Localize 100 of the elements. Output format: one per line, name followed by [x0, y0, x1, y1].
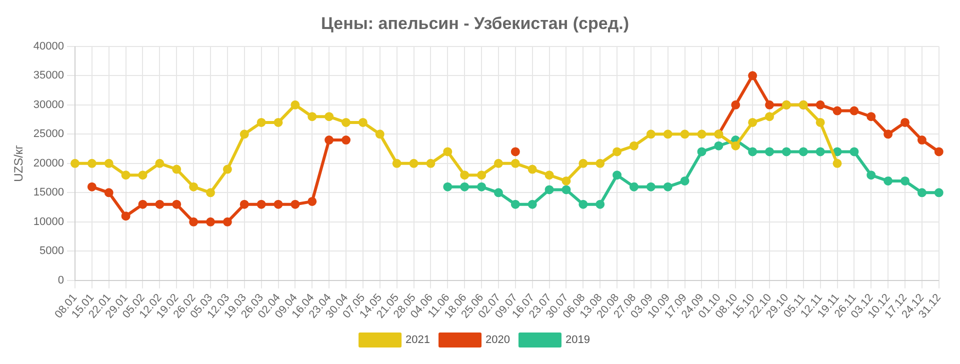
- legend-label: 2021: [406, 334, 430, 346]
- point: [646, 130, 656, 139]
- point: [782, 147, 791, 156]
- point: [324, 136, 334, 145]
- point: [596, 200, 605, 209]
- point: [155, 200, 164, 209]
- point: [748, 71, 758, 80]
- point: [342, 136, 351, 145]
- point: [816, 118, 825, 127]
- point: [477, 170, 486, 180]
- point: [308, 112, 317, 122]
- point: [494, 188, 503, 198]
- point: [680, 130, 690, 139]
- point: [562, 176, 571, 186]
- point: [596, 158, 605, 168]
- point: [612, 170, 622, 180]
- point: [900, 176, 910, 186]
- point: [680, 176, 690, 186]
- point: [206, 217, 215, 226]
- point: [578, 200, 588, 209]
- point: [409, 158, 418, 168]
- y-tick-label: 35000: [33, 70, 64, 82]
- point: [104, 188, 114, 198]
- point: [206, 188, 215, 198]
- point: [87, 182, 96, 192]
- point: [222, 164, 232, 174]
- point: [358, 118, 368, 127]
- y-axis-title: UZS/кг: [12, 144, 26, 182]
- point: [443, 147, 452, 156]
- point: [748, 118, 758, 127]
- point: [256, 118, 266, 127]
- point: [850, 106, 859, 116]
- point: [240, 130, 249, 139]
- point: [477, 182, 486, 192]
- point: [172, 200, 182, 209]
- point: [172, 164, 182, 174]
- y-tick-label: 40000: [33, 40, 64, 52]
- point: [324, 112, 334, 122]
- point: [510, 200, 520, 209]
- point: [612, 147, 622, 156]
- point: [816, 147, 825, 156]
- point: [629, 141, 638, 150]
- point: [646, 182, 656, 192]
- point: [731, 100, 740, 110]
- point: [663, 130, 672, 139]
- point: [274, 118, 283, 127]
- point: [460, 170, 470, 180]
- point: [290, 200, 300, 209]
- y-tick-label: 30000: [33, 98, 64, 111]
- point: [917, 188, 926, 198]
- point: [832, 147, 842, 156]
- chart-title: Цены: апельсин - Узбекистан (сред.): [321, 14, 629, 33]
- point: [342, 118, 351, 127]
- point: [155, 158, 164, 168]
- point: [104, 158, 114, 168]
- point: [222, 217, 232, 226]
- y-tick-label: 5000: [40, 245, 64, 258]
- point: [121, 212, 130, 221]
- point: [544, 170, 554, 180]
- point: [714, 141, 724, 150]
- y-tick-label: 0: [58, 274, 64, 286]
- point: [798, 147, 808, 156]
- point: [663, 182, 672, 192]
- point: [189, 217, 198, 226]
- point: [290, 100, 300, 110]
- point: [764, 100, 774, 110]
- point: [884, 176, 893, 186]
- point: [240, 200, 249, 209]
- point: [138, 200, 148, 209]
- point: [562, 185, 571, 194]
- point: [850, 147, 859, 156]
- point: [731, 141, 740, 150]
- point: [544, 185, 554, 194]
- point: [866, 170, 876, 180]
- point: [426, 158, 436, 168]
- point: [87, 158, 96, 168]
- point: [697, 147, 706, 156]
- point: [494, 158, 503, 168]
- y-tick-label: 25000: [33, 128, 64, 140]
- point: [832, 106, 842, 116]
- point: [697, 130, 706, 139]
- point: [274, 200, 283, 209]
- point: [934, 188, 944, 198]
- point: [392, 158, 402, 168]
- point: [189, 182, 198, 192]
- point: [934, 147, 944, 156]
- point: [70, 158, 80, 168]
- point: [629, 182, 638, 192]
- point: [528, 164, 537, 174]
- point: [900, 118, 910, 127]
- point: [138, 170, 148, 180]
- point: [832, 158, 842, 168]
- y-tick-label: 20000: [33, 157, 64, 170]
- point: [764, 147, 774, 156]
- legend-label: 2019: [565, 334, 590, 346]
- point: [308, 196, 317, 206]
- point: [528, 200, 537, 209]
- point: [816, 100, 825, 110]
- point: [375, 130, 384, 139]
- point: [256, 200, 266, 209]
